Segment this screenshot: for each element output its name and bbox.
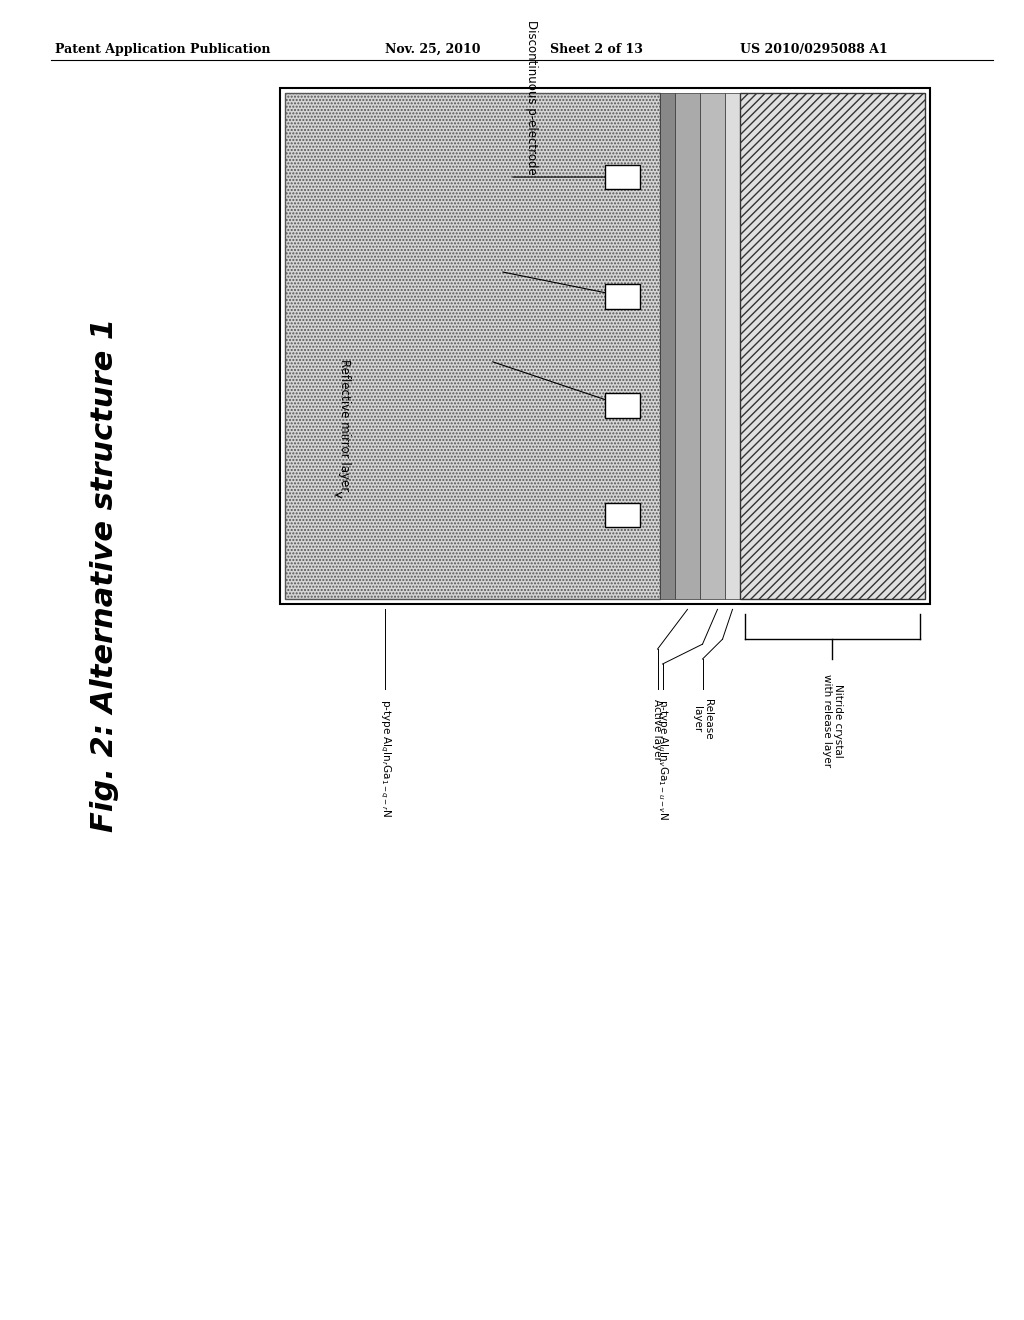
Text: Active layer: Active layer (652, 698, 663, 760)
Text: Discontinuous p-electrode: Discontinuous p-electrode (525, 20, 538, 174)
Bar (605, 165, 640, 190)
Text: Nov. 25, 2010: Nov. 25, 2010 (385, 42, 480, 55)
Bar (605, 503, 640, 528)
Bar (675, 92, 700, 599)
Bar (660, 92, 675, 599)
Bar (280, 87, 930, 605)
Text: Nitride crystal
with release layer: Nitride crystal with release layer (821, 675, 844, 767)
Bar (740, 92, 925, 599)
Text: Fig. 2: Alternative structure 1: Fig. 2: Alternative structure 1 (90, 318, 120, 832)
Text: Patent Application Publication: Patent Application Publication (55, 42, 270, 55)
Bar (725, 92, 740, 599)
Text: Release
layer: Release layer (691, 698, 714, 739)
Bar (605, 393, 640, 418)
Bar (700, 92, 725, 599)
Bar (285, 92, 660, 599)
Text: Sheet 2 of 13: Sheet 2 of 13 (550, 42, 643, 55)
Text: n-type Al$_u$In$_v$Ga$_{1-u-v}$N: n-type Al$_u$In$_v$Ga$_{1-u-v}$N (655, 698, 670, 820)
Text: US 2010/0295088 A1: US 2010/0295088 A1 (740, 42, 888, 55)
Bar (605, 284, 640, 309)
Text: p-type Al$_q$In$_r$Ga$_{1-q-r}$N: p-type Al$_q$In$_r$Ga$_{1-q-r}$N (378, 698, 392, 817)
Text: Reflective mirror layer: Reflective mirror layer (338, 359, 351, 491)
